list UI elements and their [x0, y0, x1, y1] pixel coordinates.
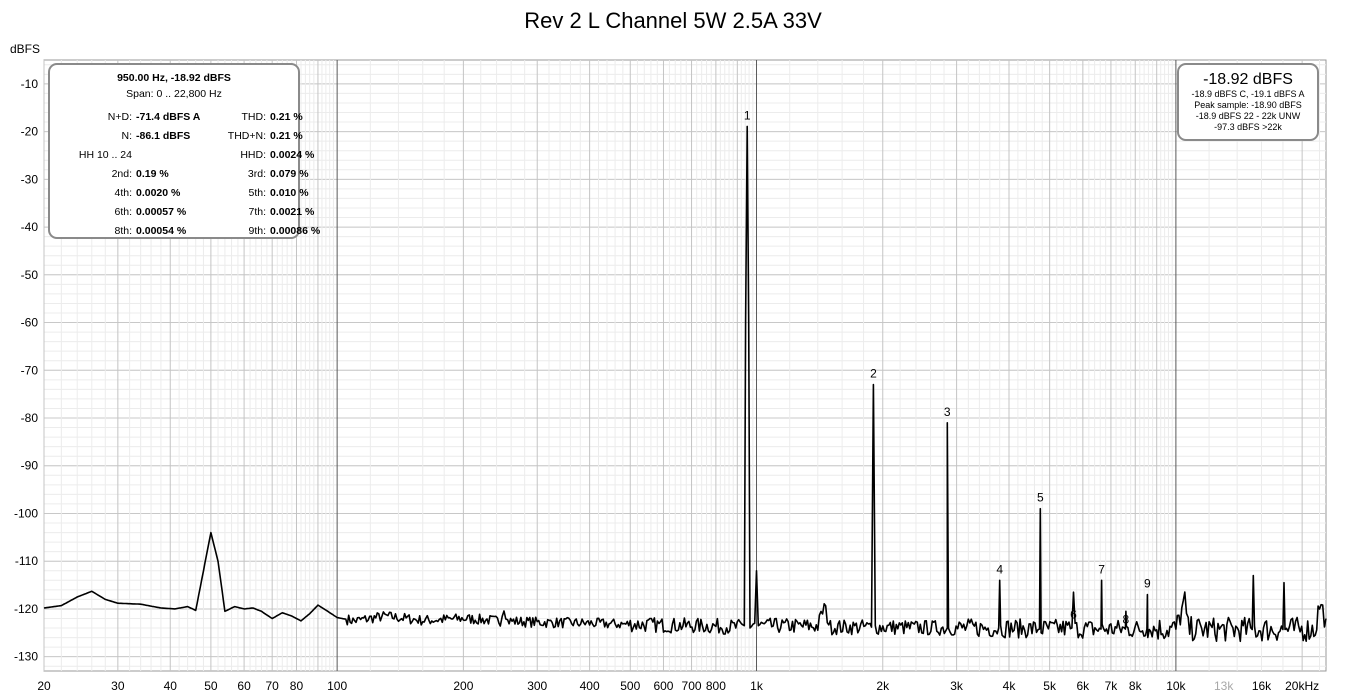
stats-value: 0.21 %: [270, 130, 303, 142]
stats-label: THD:: [241, 111, 267, 123]
stats-value: 0.0020 %: [136, 187, 181, 199]
distortion-stats-box: 950.00 Hz, -18.92 dBFS Span: 0 .. 22,800…: [48, 63, 320, 239]
x-tick-label: 4k: [1003, 679, 1017, 693]
harmonic-label: 8: [1123, 612, 1130, 626]
x-tick-label: 16k: [1252, 679, 1272, 693]
stats-label: 7th:: [248, 206, 266, 218]
stats-value: 0.0021 %: [270, 206, 315, 218]
stats-row: N+D: -71.4 dBFS A THD: 0.21 %: [50, 111, 303, 130]
x-tick-label: 70: [265, 679, 279, 693]
stats-label: 9th:: [248, 225, 266, 237]
x-tick-label: 6k: [1077, 679, 1091, 693]
level-line: -18.9 dBFS 22 - 22k UNW: [1195, 111, 1301, 121]
harmonic-label: 9: [1144, 577, 1151, 591]
x-tick-label: 2k: [876, 679, 890, 693]
x-tick-label: 200: [453, 679, 473, 693]
y-tick-label: -10: [21, 77, 39, 91]
stats-value: -71.4 dBFS A: [136, 111, 201, 123]
stats-label: HHD:: [240, 149, 266, 161]
x-tick-label: 1k: [750, 679, 764, 693]
y-tick-label: -90: [21, 459, 39, 473]
stats-label: THD+N:: [227, 130, 266, 142]
stats-span: Span: 0 .. 22,800 Hz: [126, 88, 222, 100]
chart-title: Rev 2 L Channel 5W 2.5A 33V: [524, 8, 822, 33]
stats-row: 2nd: 0.19 % 3rd: 0.079 %: [50, 168, 309, 187]
level-main-value: -18.92 dBFS: [1203, 71, 1293, 88]
stats-label: 3rd:: [247, 168, 266, 180]
x-tick-label: 400: [580, 679, 600, 693]
harmonic-label: 1: [744, 108, 751, 122]
x-tick-label: 100: [327, 679, 347, 693]
x-tick-label: 60: [237, 679, 251, 693]
y-tick-label: -30: [21, 172, 39, 186]
x-tick-label: 13k: [1214, 679, 1234, 693]
stats-value: 0.0024 %: [270, 149, 315, 161]
y-tick-label: -20: [21, 125, 39, 139]
y-tick-label: -130: [14, 650, 38, 664]
harmonic-label: 5: [1037, 491, 1044, 505]
harmonic-label: 2: [870, 367, 877, 381]
x-tick-label: 800: [706, 679, 726, 693]
y-tick-label: -110: [15, 554, 38, 568]
stats-label: N:: [121, 130, 133, 142]
y-tick-label: -80: [21, 411, 39, 425]
y-tick-label: -70: [21, 363, 39, 377]
level-readout-box: -18.92 dBFS -18.9 dBFS C, -19.1 dBFS A P…: [1177, 63, 1319, 141]
harmonic-label: 7: [1098, 562, 1105, 576]
stats-label: N+D:: [107, 111, 132, 123]
stats-label: 6th:: [114, 206, 132, 218]
stats-label: 5th:: [248, 187, 266, 199]
stats-value: -86.1 dBFS: [136, 130, 191, 142]
y-tick-label: -60: [21, 316, 39, 330]
x-tick-label: 40: [164, 679, 178, 693]
x-tick-label: 500: [620, 679, 640, 693]
x-tick-label: 30: [111, 679, 125, 693]
x-tick-label: 7k: [1105, 679, 1119, 693]
stats-value: 0.079 %: [270, 168, 309, 180]
spectrum-line: [43, 125, 1327, 643]
stats-value: 0.19 %: [136, 168, 169, 180]
stats-row: 4th: 0.0020 % 5th: 0.010 %: [50, 187, 308, 206]
y-tick-label: -100: [14, 506, 38, 520]
stats-value: 0.00057 %: [136, 206, 187, 218]
x-tick-label: 20kHz: [1285, 679, 1319, 693]
x-tick-label: 300: [527, 679, 547, 693]
y-axis-label: dBFS: [10, 42, 41, 56]
y-tick-label: -50: [21, 268, 39, 282]
level-line: -97.3 dBFS >22k: [1214, 122, 1282, 132]
stats-value: 0.21 %: [270, 111, 303, 123]
stats-label: 4th:: [114, 187, 132, 199]
harmonic-label: 4: [996, 562, 1003, 576]
x-tick-label: 20: [37, 679, 51, 693]
stats-value: 0.00054 %: [136, 225, 187, 237]
x-tick-label: 8k: [1129, 679, 1143, 693]
x-tick-label: 3k: [950, 679, 964, 693]
x-tick-label: 600: [653, 679, 673, 693]
level-line: Peak sample: -18.90 dBFS: [1194, 100, 1302, 110]
stats-label: 8th:: [114, 225, 132, 237]
stats-row: N: -86.1 dBFS THD+N: 0.21 %: [50, 130, 303, 149]
stats-label: HH 10 .. 24: [78, 149, 132, 161]
stats-header: 950.00 Hz, -18.92 dBFS: [117, 72, 231, 84]
x-tick-label: 10k: [1166, 679, 1186, 693]
stats-value: 0.010 %: [270, 187, 309, 199]
stats-value: 0.00086 %: [270, 225, 321, 237]
y-tick-label: -120: [14, 602, 38, 616]
harmonic-label: 6: [1070, 608, 1077, 622]
x-tick-label: 80: [290, 679, 304, 693]
x-tick-label: 5k: [1043, 679, 1057, 693]
stats-label: 2nd:: [111, 168, 132, 180]
stats-row: 6th: 0.00057 % 7th: 0.0021 %: [50, 206, 314, 225]
stats-row: HH 10 .. 24 HHD: 0.0024 %: [50, 149, 315, 168]
level-line: -18.9 dBFS C, -19.1 dBFS A: [1191, 89, 1305, 99]
stats-row: 8th: 0.00054 % 9th: 0.00086 %: [50, 225, 320, 244]
stats-grid: N+D: -71.4 dBFS A THD: 0.21 % N: -86.1 dBFS TH…: [50, 111, 320, 244]
harmonic-label: 3: [944, 405, 951, 419]
x-tick-label: 700: [682, 679, 702, 693]
y-tick-label: -40: [21, 220, 39, 234]
x-tick-label: 50: [204, 679, 218, 693]
